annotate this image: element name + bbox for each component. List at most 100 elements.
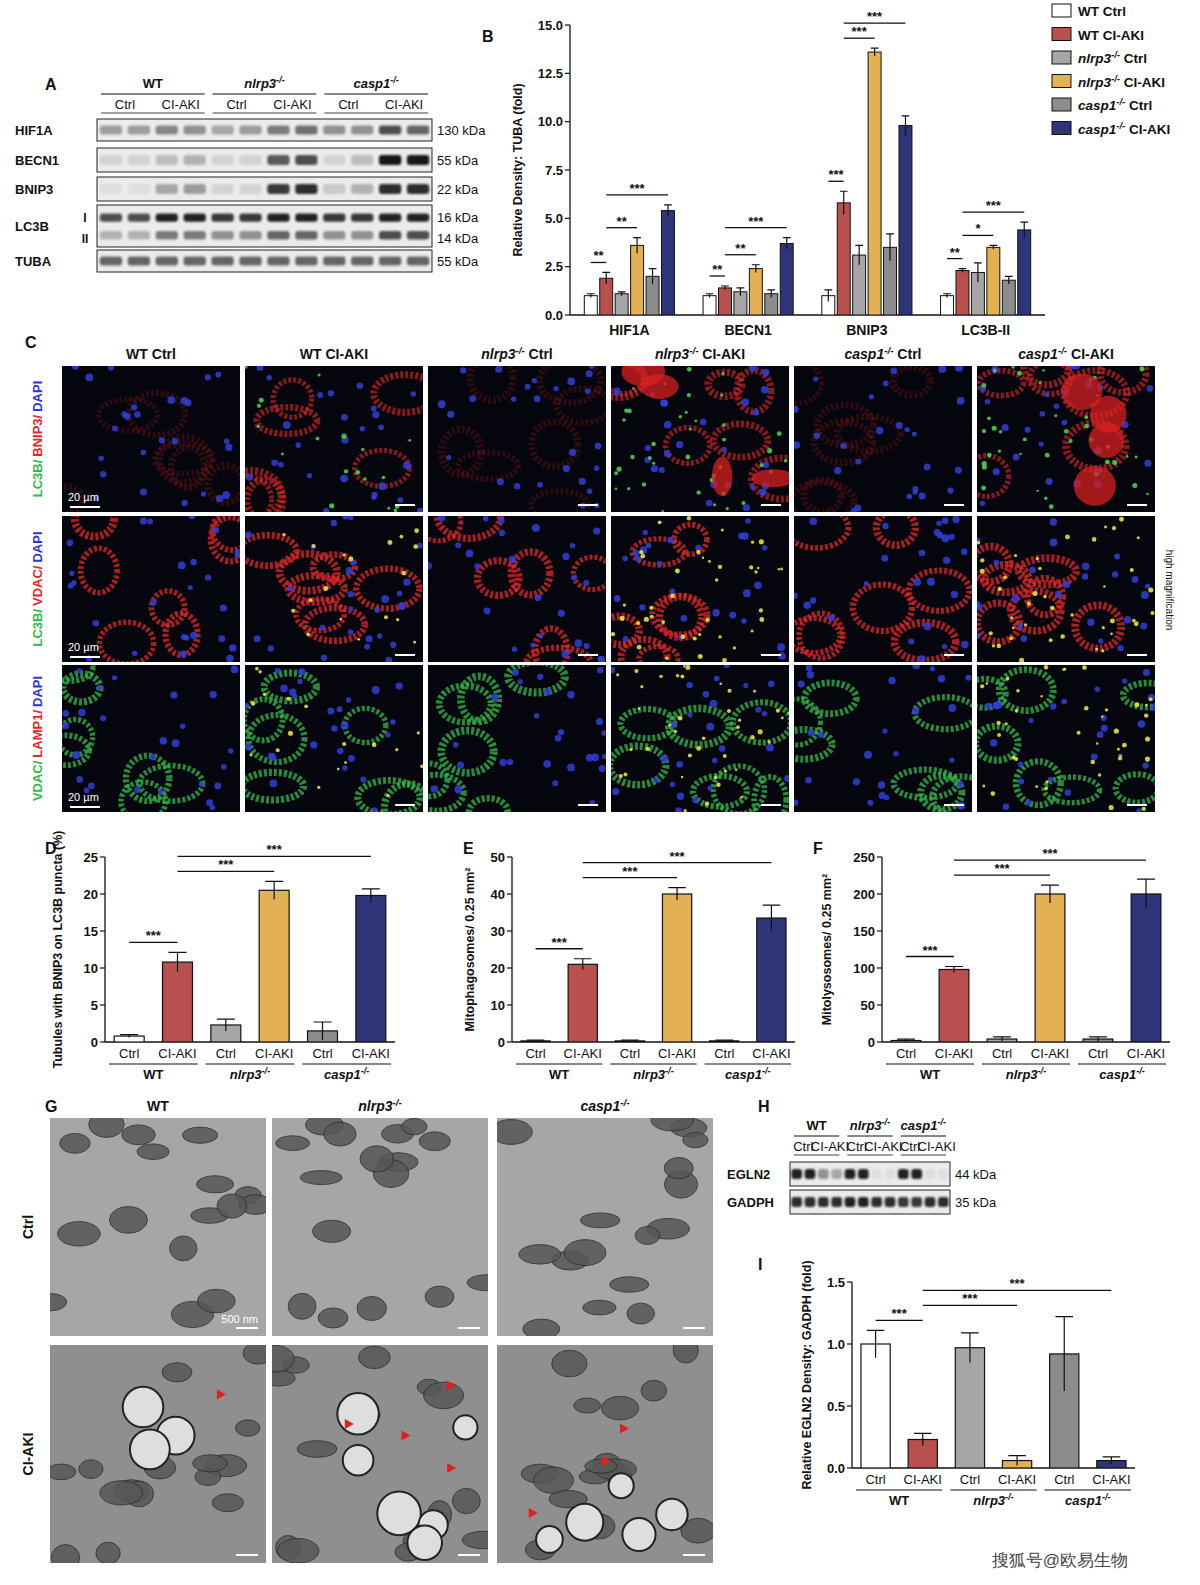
nucleus [741, 399, 749, 407]
mitochondrion [419, 1132, 450, 1151]
y-tick-label: 20 [84, 887, 98, 902]
nucleus [612, 788, 619, 795]
nucleus [710, 700, 718, 708]
mitochondrion [50, 1294, 67, 1311]
kda-label: 55 kDa [437, 254, 479, 269]
tubule [909, 570, 970, 610]
puncta [1119, 517, 1124, 522]
puncta [1130, 568, 1134, 572]
nucleus [1048, 777, 1054, 783]
nucleus [311, 544, 316, 549]
puncta [1145, 704, 1148, 707]
nucleus [398, 602, 406, 610]
micrograph [611, 366, 789, 512]
puncta [688, 753, 692, 757]
micrograph [245, 366, 423, 512]
nucleus [390, 642, 396, 648]
nucleus [667, 537, 673, 543]
group-line [101, 94, 205, 95]
puncta [708, 560, 711, 563]
puncta [997, 733, 1001, 737]
tubule [1024, 366, 1069, 385]
nucleus [567, 377, 575, 385]
image-background [794, 516, 972, 662]
nucleus [341, 722, 349, 730]
nucleus [1117, 645, 1123, 651]
puncta [634, 669, 638, 673]
tubule [804, 480, 841, 512]
nucleus [167, 396, 175, 404]
nucleus [323, 508, 329, 512]
tubule [511, 552, 550, 595]
nucleus [1097, 731, 1104, 738]
nucleus [743, 683, 748, 688]
nucleus [561, 650, 569, 658]
band [100, 155, 122, 165]
tubule [1066, 423, 1126, 469]
tubule [99, 399, 158, 431]
nucleus [611, 667, 615, 674]
panel-letter: H [758, 1098, 770, 1115]
y-tick-label: 1.0 [827, 1337, 845, 1352]
scale-bar [70, 806, 100, 808]
vacuole [536, 1526, 563, 1553]
condition-line [901, 1155, 946, 1156]
puncta [1049, 504, 1054, 509]
vacuole [407, 1526, 442, 1561]
puncta [778, 568, 780, 570]
puncta [696, 550, 700, 554]
puncta [714, 776, 717, 779]
gene: casp1 [901, 1118, 938, 1133]
mitochondrion [564, 1240, 606, 1266]
tubule [999, 670, 1053, 711]
nucleus [1050, 703, 1056, 709]
genotype: -/- [762, 1066, 771, 1076]
nucleus [372, 686, 380, 694]
mitochondrion [664, 1157, 693, 1178]
arrowhead [401, 1431, 410, 1441]
column-header: WT CI-AKI [300, 346, 368, 362]
group-label: casp1-/- [353, 75, 398, 91]
mitochondrion [212, 1494, 243, 1512]
puncta [767, 448, 772, 453]
band-sublabel: II [82, 232, 89, 246]
nucleus [586, 370, 593, 377]
band [885, 1197, 896, 1207]
y-tick-label: 1.5 [827, 1275, 845, 1290]
nucleus [491, 694, 498, 701]
significance-label: * [975, 221, 981, 236]
nucleus [147, 519, 153, 525]
nucleus [385, 657, 392, 662]
band [128, 155, 150, 165]
group-line [950, 1490, 1036, 1491]
nucleus [1138, 720, 1146, 728]
nucleus [190, 632, 197, 639]
puncta [650, 615, 654, 619]
puncta [1084, 424, 1089, 429]
nucleus [431, 785, 438, 792]
nucleus [108, 366, 114, 370]
nucleus [346, 697, 351, 702]
puncta [636, 621, 640, 625]
micrograph [794, 665, 972, 812]
puncta [372, 742, 377, 747]
nucleus [828, 614, 835, 621]
nucleus [879, 792, 886, 799]
puncta [638, 707, 641, 710]
nucleus [985, 399, 990, 404]
mitochondrion [312, 1220, 350, 1242]
panel-letter: C [25, 334, 37, 351]
x-axis [512, 1041, 795, 1042]
nucleus [319, 625, 325, 631]
error-bar [265, 881, 283, 899]
micrograph [245, 516, 423, 662]
nucleus [1143, 669, 1150, 676]
significance-label: *** [669, 849, 685, 864]
nucleus [912, 489, 918, 495]
puncta [623, 773, 627, 777]
puncta [727, 689, 731, 693]
condition-label: CI-AKI [273, 97, 311, 112]
legend-swatch [1052, 28, 1071, 41]
puncta [722, 658, 727, 662]
tubule [212, 516, 240, 550]
